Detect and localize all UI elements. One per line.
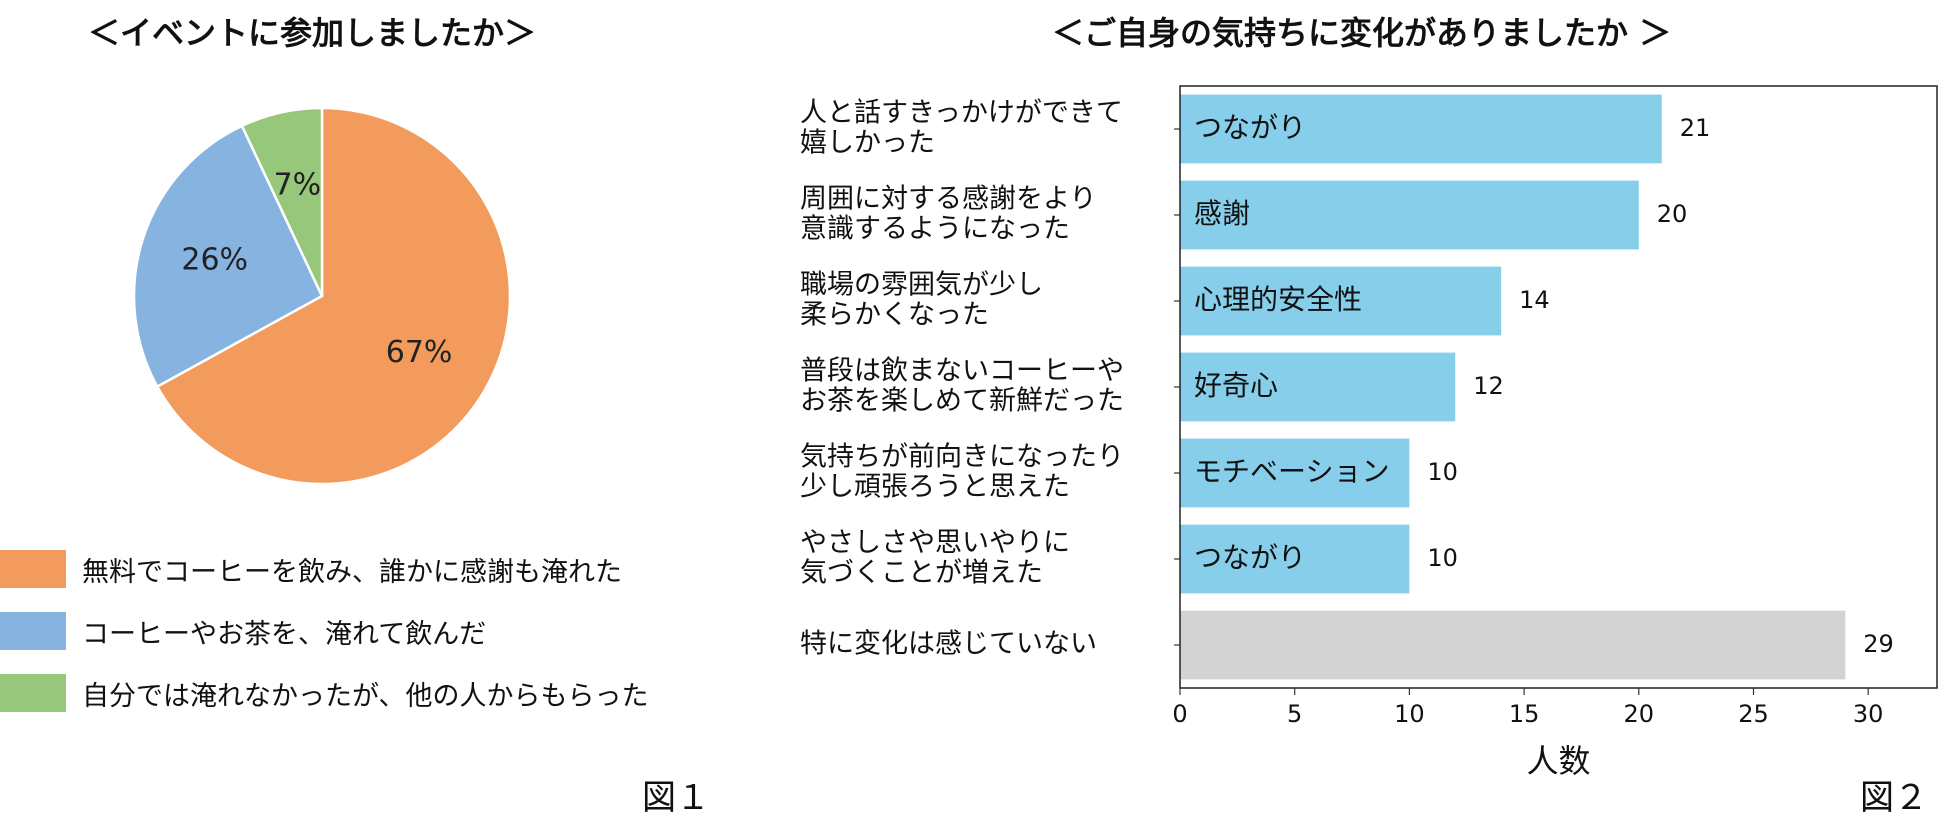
pie-value-label: 7% bbox=[274, 167, 322, 202]
x-axis-label: 人数 bbox=[1526, 742, 1590, 780]
legend-swatch-received bbox=[0, 674, 66, 712]
pie-chart: 67% 26% 7% bbox=[132, 106, 512, 486]
category-label: 周囲に対する感謝をより意識するようになった bbox=[800, 184, 1096, 245]
legend-label: 自分では淹れなかったが、他の人からもらった bbox=[82, 680, 649, 712]
bar bbox=[1180, 180, 1639, 250]
category-label-line: 気持ちが前向きになったり bbox=[800, 442, 1124, 473]
category-label: 人と話すきっかけができて嬉しかった bbox=[800, 98, 1123, 159]
pie-slice-received bbox=[240, 106, 324, 297]
pie-legend: 無料でコーヒーを飲み、誰かに感謝も淹れた コーヒーやお茶を、淹れて飲んだ 自分で… bbox=[0, 538, 648, 724]
category-label-line: 特に変化は感じていない bbox=[800, 629, 1097, 660]
category-label-line: 嬉しかった bbox=[800, 128, 935, 159]
pie-slice-made-drink bbox=[132, 124, 324, 389]
category-label: 職場の雰囲気が少し柔らかくなった bbox=[800, 270, 1043, 331]
bar-value-label: 14 bbox=[1519, 286, 1550, 314]
pie-chart-title: ＜イベントに参加しましたか＞ bbox=[88, 14, 537, 52]
bar bbox=[1180, 352, 1456, 422]
legend-item: 無料でコーヒーを飲み、誰かに感謝も淹れた bbox=[0, 538, 648, 600]
x-tick-label: 15 bbox=[1509, 700, 1540, 728]
bar-inner-label: 感謝 bbox=[1194, 197, 1250, 230]
category-label-line: 少し頑張ろうと思えた bbox=[800, 472, 1070, 503]
bar-inner-label: つながり bbox=[1194, 541, 1306, 574]
pie-value-label: 67% bbox=[386, 335, 453, 370]
figure-2-label: 図２ bbox=[1860, 778, 1928, 818]
category-label: 特に変化は感じていない bbox=[800, 629, 1097, 660]
bar-value-label: 10 bbox=[1427, 458, 1458, 486]
pie-slice-free-coffee bbox=[155, 106, 512, 486]
x-tick-label: 10 bbox=[1394, 700, 1425, 728]
figure-1-label: 図１ bbox=[642, 778, 710, 818]
category-label-line: 意識するようになった bbox=[800, 214, 1070, 245]
category-label-line: やさしさや思いやりに bbox=[800, 528, 1070, 559]
category-label: やさしさや思いやりに気づくことが増えた bbox=[800, 528, 1070, 589]
bar-inner-label: 好奇心 bbox=[1194, 369, 1278, 402]
bar-value-label: 10 bbox=[1427, 544, 1458, 572]
category-label: 気持ちが前向きになったり少し頑張ろうと思えた bbox=[800, 442, 1124, 503]
bar bbox=[1180, 610, 1846, 680]
bar-inner-label: 心理的安全性 bbox=[1194, 283, 1362, 316]
bar-value-label: 20 bbox=[1657, 200, 1688, 228]
category-label-line: 人と話すきっかけができて bbox=[800, 98, 1123, 129]
category-label-line: 普段は飲まないコーヒーや bbox=[800, 356, 1124, 387]
legend-swatch-free-coffee bbox=[0, 550, 66, 588]
plot-frame bbox=[1179, 85, 1938, 689]
bar-inner-label: モチベーション bbox=[1194, 455, 1389, 488]
category-label-line: お茶を楽しめて新鮮だった bbox=[800, 386, 1124, 417]
bar bbox=[1180, 524, 1410, 594]
x-tick-label: 20 bbox=[1624, 700, 1655, 728]
legend-item: 自分では淹れなかったが、他の人からもらった bbox=[0, 662, 648, 724]
pie-value-label: 26% bbox=[181, 243, 248, 278]
category-label: 普段は飲まないコーヒーやお茶を楽しめて新鮮だった bbox=[800, 356, 1124, 417]
x-tick-label: 30 bbox=[1853, 700, 1884, 728]
x-tick-label: 5 bbox=[1287, 700, 1302, 728]
legend-item: コーヒーやお茶を、淹れて飲んだ bbox=[0, 600, 648, 662]
category-label-line: 職場の雰囲気が少し bbox=[800, 270, 1043, 301]
category-label-line: 周囲に対する感謝をより bbox=[800, 184, 1096, 215]
legend-label: コーヒーやお茶を、淹れて飲んだ bbox=[82, 618, 487, 650]
bar bbox=[1180, 266, 1502, 336]
bar-chart-title: ＜ご自身の気持ちに変化がありましたか ＞ bbox=[1052, 14, 1672, 52]
bar-value-label: 21 bbox=[1680, 114, 1711, 142]
bar bbox=[1180, 438, 1410, 508]
legend-label: 無料でコーヒーを飲み、誰かに感謝も淹れた bbox=[82, 556, 622, 588]
category-label-line: 柔らかくなった bbox=[800, 300, 989, 331]
bar-value-label: 12 bbox=[1473, 372, 1504, 400]
bar-inner-label: つながり bbox=[1194, 111, 1306, 144]
legend-swatch-made-drink bbox=[0, 612, 66, 650]
x-tick-label: 25 bbox=[1738, 700, 1769, 728]
bar bbox=[1180, 94, 1662, 164]
x-tick-label: 0 bbox=[1172, 700, 1187, 728]
category-label-line: 気づくことが増えた bbox=[800, 558, 1043, 589]
bar-value-label: 29 bbox=[1863, 630, 1894, 658]
